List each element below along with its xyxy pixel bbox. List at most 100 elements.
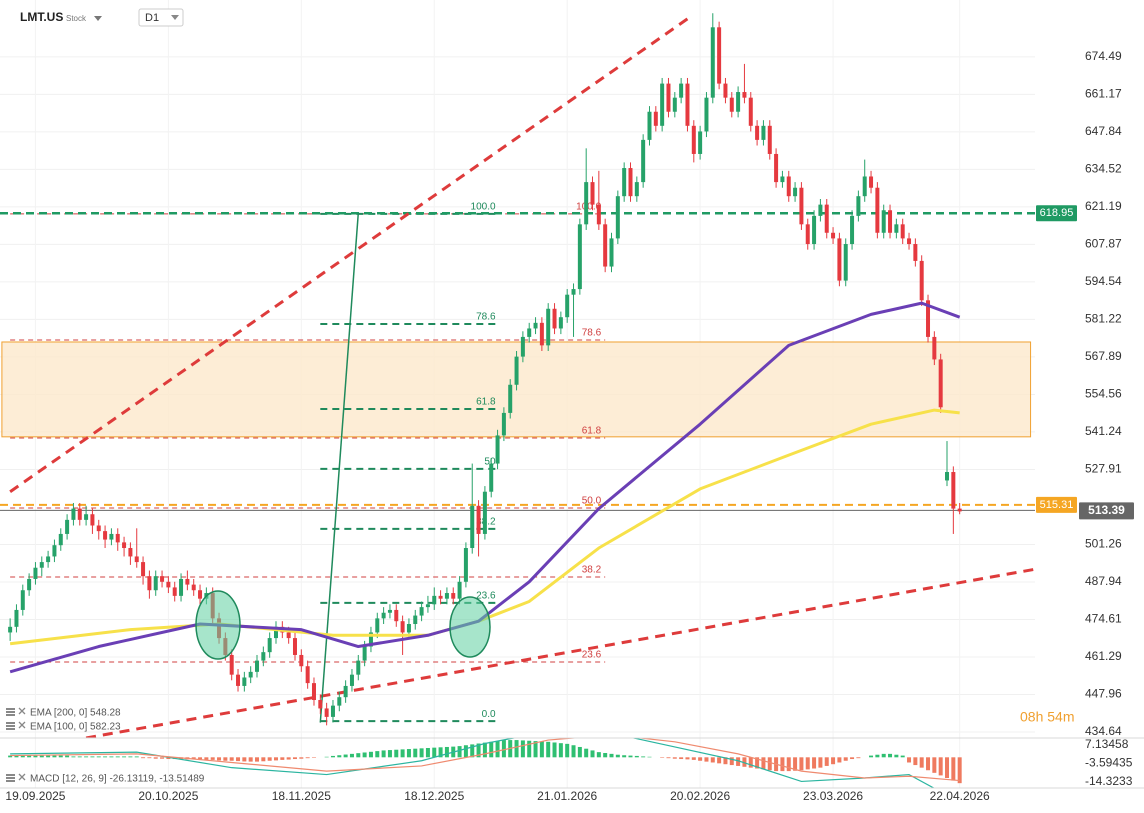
candle-body [736,92,741,112]
macd-bar [8,755,13,758]
macd-bar [945,757,950,778]
macd-bar [242,757,247,762]
candle-body [229,654,234,675]
macd-bar [533,741,538,758]
macd-bar [520,740,525,758]
x-tick-label: 19.09.2025 [5,789,65,803]
candle-body [109,533,114,540]
macd-bar [153,757,158,759]
timeframe-dropdown[interactable] [171,15,179,20]
macd-bar [875,754,880,758]
macd-bar [843,757,848,761]
macd-bar [824,757,829,766]
candle-body [84,514,89,520]
macd-bar [482,742,487,758]
macd-bar [495,740,500,758]
candle-body [198,590,203,599]
macd-bar [387,750,392,758]
candle-body [39,562,44,568]
macd-bar [52,755,57,758]
macd-bar [957,757,962,784]
bar-timer: 08h 54m [1020,709,1074,725]
x-tick-label: 18.11.2025 [272,789,331,803]
candle-body [710,27,715,98]
y-tick-label: 647.84 [1085,124,1122,138]
timeframe-select[interactable] [138,8,184,27]
candle-body [723,83,728,98]
macd-bar [84,756,89,758]
macd-bar [166,757,171,760]
candle-body [482,491,487,534]
candle-body [128,548,133,557]
macd-bar [470,744,475,758]
candle-body [799,187,804,225]
candle-body [615,196,620,239]
fib-label: 50.0 [582,496,602,507]
fib-label: 38.2 [582,565,602,576]
macd-bar [850,757,855,760]
macd-bar [717,757,722,764]
macd-bar [343,754,348,758]
macd-bar [571,745,576,758]
candle-body [850,215,855,245]
candle-body [780,176,785,183]
candle-body [375,618,380,633]
macd-bar [103,756,108,758]
macd-bar [710,757,715,763]
candle-body [666,83,671,112]
candle-body [831,232,836,239]
candle-body [919,260,924,301]
macd-bar [799,757,804,771]
macd-bar [122,756,127,758]
macd-bar [128,756,133,758]
candle-body [122,542,127,549]
macd-bar [198,757,203,760]
macd-bar [679,757,684,760]
candle-body [584,182,589,225]
macd-bar [552,742,557,758]
macd-bar [400,749,405,758]
candle-body [843,244,848,281]
candle-body [248,671,253,678]
candle-body [932,336,937,360]
axes: 674.49 661.17 647.84 634.52 621.19 607.87 594.… [5,49,1134,803]
macd-bar [20,755,25,758]
macd-bar [609,753,614,758]
candle-body [571,289,576,295]
macd-bar [14,755,19,758]
candle-body [786,176,791,197]
candle-body [349,674,354,686]
macd-bar [413,748,418,758]
candle-body [558,317,563,329]
candle-body [552,308,557,329]
macd-line [10,738,935,788]
candle-body [698,131,703,154]
candle-body [793,187,798,197]
candle-body [717,27,722,84]
macd-bar [261,757,266,762]
candle-body [862,176,867,197]
price-tag [1036,496,1077,513]
macd-bar [141,757,146,759]
trend-line [85,567,1035,738]
candle-body [267,638,272,653]
candle-body [444,593,449,599]
macd-bar [77,756,82,758]
x-tick-label: 20.10.2025 [138,789,198,803]
macd-bar [324,756,329,758]
candle-body [261,652,266,661]
candle-body [761,125,766,140]
candle-body [951,472,956,509]
macd-bar [793,757,798,771]
candle-body [641,139,646,183]
y2-tick-label: -3.59435 [1085,756,1133,770]
candle-body [242,677,247,686]
macd-bar [419,748,424,758]
candle-body [590,182,595,205]
y-tick-label: 621.19 [1085,199,1122,213]
candle-body [755,125,760,140]
y-tick-label: 447.96 [1085,687,1122,701]
macd-bar [248,757,253,762]
symbol-dropdown[interactable] [94,16,102,21]
macd-bar [432,747,437,758]
